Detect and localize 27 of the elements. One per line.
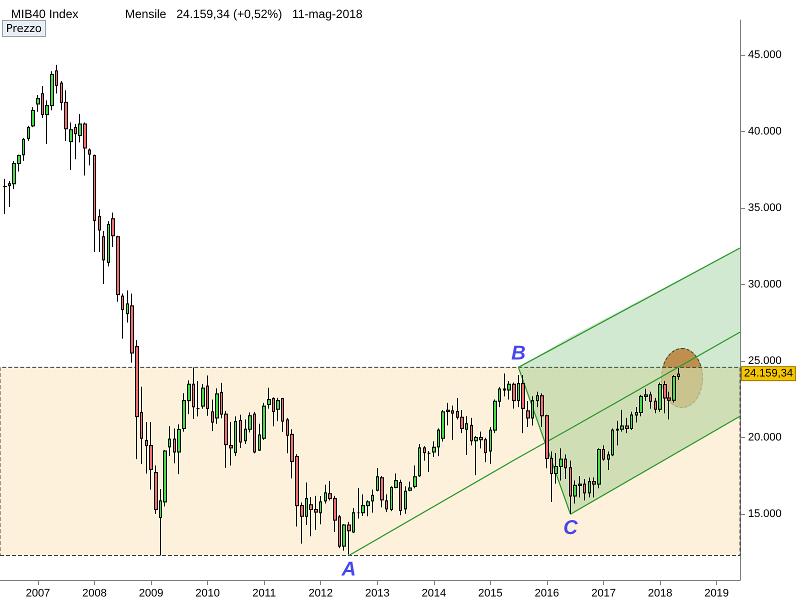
annotation: A bbox=[340, 558, 356, 581]
annotation: 24.159,34 bbox=[744, 368, 793, 380]
y-tick-label: 35.000 bbox=[748, 202, 782, 214]
x-tick-label: 2019 bbox=[704, 588, 729, 600]
x-tick-label: 2007 bbox=[26, 588, 50, 600]
x-tick-label: 2014 bbox=[422, 588, 446, 600]
y-tick-label: 15.000 bbox=[748, 508, 782, 520]
x-tick-label: 2013 bbox=[365, 588, 390, 600]
y-tick-label: 25.000 bbox=[748, 355, 782, 368]
x-tick-label: 2016 bbox=[534, 588, 560, 600]
x-tick-label: 2017 bbox=[591, 588, 616, 600]
x-tick-label: 2010 bbox=[195, 588, 220, 600]
x-tick-label: 2012 bbox=[308, 588, 333, 600]
x-tick-label: 2015 bbox=[478, 588, 503, 600]
x-tick-label: 2009 bbox=[138, 588, 164, 600]
x-tick-label: 2008 bbox=[82, 588, 107, 600]
annotation: B bbox=[511, 342, 526, 364]
y-tick-label: 45.000 bbox=[748, 49, 782, 62]
annotation: C bbox=[563, 517, 578, 540]
y-tick-label: 30.000 bbox=[748, 278, 782, 291]
y-tick-label: 20.000 bbox=[748, 432, 782, 444]
y-tick-label: 40.000 bbox=[748, 126, 782, 138]
chart-subtitle: Mensile 24.159,34 (+0,52%) 11-mag-2018 bbox=[125, 7, 363, 21]
x-tick-label: 2018 bbox=[648, 588, 672, 600]
y-axis-title: Prezzo bbox=[2, 20, 46, 37]
chart-title: MIB40 Index bbox=[11, 7, 78, 21]
x-tick-label: 2011 bbox=[252, 588, 276, 600]
